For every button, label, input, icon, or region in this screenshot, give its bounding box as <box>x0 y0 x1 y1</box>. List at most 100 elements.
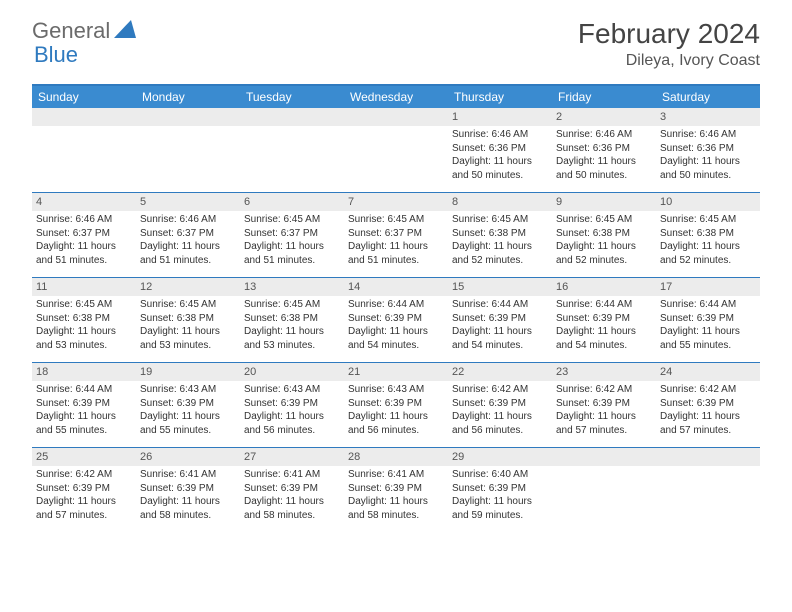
daylight-text: Daylight: 11 hours and 57 minutes. <box>556 410 652 437</box>
day-cell: 23Sunrise: 6:42 AMSunset: 6:39 PMDayligh… <box>552 363 656 447</box>
day-body: Sunrise: 6:45 AMSunset: 6:37 PMDaylight:… <box>240 211 344 271</box>
day-body: Sunrise: 6:45 AMSunset: 6:38 PMDaylight:… <box>240 296 344 356</box>
daylight-text: Daylight: 11 hours and 51 minutes. <box>36 240 132 267</box>
sunrise-text: Sunrise: 6:45 AM <box>348 213 444 227</box>
daylight-text: Daylight: 11 hours and 53 minutes. <box>244 325 340 352</box>
daylight-text: Daylight: 11 hours and 58 minutes. <box>140 495 236 522</box>
day-cell: 18Sunrise: 6:44 AMSunset: 6:39 PMDayligh… <box>32 363 136 447</box>
sunset-text: Sunset: 6:38 PM <box>660 227 756 241</box>
day-body <box>136 126 240 132</box>
month-title: February 2024 <box>578 18 760 50</box>
sunset-text: Sunset: 6:38 PM <box>452 227 548 241</box>
day-number: 29 <box>448 448 552 466</box>
sunset-text: Sunset: 6:37 PM <box>244 227 340 241</box>
day-cell <box>32 108 136 192</box>
day-cell: 1Sunrise: 6:46 AMSunset: 6:36 PMDaylight… <box>448 108 552 192</box>
day-body: Sunrise: 6:42 AMSunset: 6:39 PMDaylight:… <box>656 381 760 441</box>
sunrise-text: Sunrise: 6:41 AM <box>244 468 340 482</box>
day-number: 13 <box>240 278 344 296</box>
day-number <box>552 448 656 466</box>
day-body: Sunrise: 6:44 AMSunset: 6:39 PMDaylight:… <box>32 381 136 441</box>
sunrise-text: Sunrise: 6:45 AM <box>452 213 548 227</box>
calendar: Sunday Monday Tuesday Wednesday Thursday… <box>32 84 760 532</box>
day-body <box>240 126 344 132</box>
day-number: 23 <box>552 363 656 381</box>
daylight-text: Daylight: 11 hours and 54 minutes. <box>452 325 548 352</box>
day-header-saturday: Saturday <box>656 86 760 108</box>
day-cell: 28Sunrise: 6:41 AMSunset: 6:39 PMDayligh… <box>344 448 448 532</box>
day-body: Sunrise: 6:42 AMSunset: 6:39 PMDaylight:… <box>552 381 656 441</box>
day-body: Sunrise: 6:46 AMSunset: 6:37 PMDaylight:… <box>136 211 240 271</box>
day-number: 11 <box>32 278 136 296</box>
day-cell: 26Sunrise: 6:41 AMSunset: 6:39 PMDayligh… <box>136 448 240 532</box>
sunset-text: Sunset: 6:39 PM <box>36 397 132 411</box>
day-body: Sunrise: 6:46 AMSunset: 6:36 PMDaylight:… <box>448 126 552 186</box>
day-header-monday: Monday <box>136 86 240 108</box>
daylight-text: Daylight: 11 hours and 54 minutes. <box>348 325 444 352</box>
day-body: Sunrise: 6:46 AMSunset: 6:36 PMDaylight:… <box>552 126 656 186</box>
week-row: 25Sunrise: 6:42 AMSunset: 6:39 PMDayligh… <box>32 447 760 532</box>
sunrise-text: Sunrise: 6:41 AM <box>348 468 444 482</box>
sunset-text: Sunset: 6:36 PM <box>452 142 548 156</box>
logo: General <box>32 18 138 44</box>
logo-blue-row: Blue <box>34 42 78 68</box>
day-cell: 13Sunrise: 6:45 AMSunset: 6:38 PMDayligh… <box>240 278 344 362</box>
day-number: 27 <box>240 448 344 466</box>
day-cell: 19Sunrise: 6:43 AMSunset: 6:39 PMDayligh… <box>136 363 240 447</box>
day-body: Sunrise: 6:46 AMSunset: 6:37 PMDaylight:… <box>32 211 136 271</box>
day-number: 8 <box>448 193 552 211</box>
day-number: 19 <box>136 363 240 381</box>
day-body: Sunrise: 6:45 AMSunset: 6:38 PMDaylight:… <box>656 211 760 271</box>
day-number: 28 <box>344 448 448 466</box>
sunset-text: Sunset: 6:38 PM <box>36 312 132 326</box>
day-cell: 17Sunrise: 6:44 AMSunset: 6:39 PMDayligh… <box>656 278 760 362</box>
day-number: 26 <box>136 448 240 466</box>
sunrise-text: Sunrise: 6:40 AM <box>452 468 548 482</box>
day-body: Sunrise: 6:45 AMSunset: 6:38 PMDaylight:… <box>32 296 136 356</box>
day-number: 6 <box>240 193 344 211</box>
day-cell: 11Sunrise: 6:45 AMSunset: 6:38 PMDayligh… <box>32 278 136 362</box>
sunrise-text: Sunrise: 6:43 AM <box>348 383 444 397</box>
day-headers: Sunday Monday Tuesday Wednesday Thursday… <box>32 86 760 108</box>
sunrise-text: Sunrise: 6:46 AM <box>660 128 756 142</box>
day-header-tuesday: Tuesday <box>240 86 344 108</box>
sunrise-text: Sunrise: 6:46 AM <box>452 128 548 142</box>
day-number <box>656 448 760 466</box>
sunset-text: Sunset: 6:39 PM <box>140 397 236 411</box>
day-body: Sunrise: 6:42 AMSunset: 6:39 PMDaylight:… <box>448 381 552 441</box>
day-body: Sunrise: 6:43 AMSunset: 6:39 PMDaylight:… <box>136 381 240 441</box>
sunset-text: Sunset: 6:37 PM <box>140 227 236 241</box>
day-number: 2 <box>552 108 656 126</box>
weeks-container: 1Sunrise: 6:46 AMSunset: 6:36 PMDaylight… <box>32 108 760 532</box>
day-body: Sunrise: 6:43 AMSunset: 6:39 PMDaylight:… <box>344 381 448 441</box>
sunrise-text: Sunrise: 6:44 AM <box>348 298 444 312</box>
day-body: Sunrise: 6:44 AMSunset: 6:39 PMDaylight:… <box>448 296 552 356</box>
day-cell: 21Sunrise: 6:43 AMSunset: 6:39 PMDayligh… <box>344 363 448 447</box>
day-cell: 16Sunrise: 6:44 AMSunset: 6:39 PMDayligh… <box>552 278 656 362</box>
day-number: 16 <box>552 278 656 296</box>
day-body: Sunrise: 6:46 AMSunset: 6:36 PMDaylight:… <box>656 126 760 186</box>
sunrise-text: Sunrise: 6:46 AM <box>140 213 236 227</box>
sunset-text: Sunset: 6:39 PM <box>348 482 444 496</box>
daylight-text: Daylight: 11 hours and 58 minutes. <box>244 495 340 522</box>
day-number: 10 <box>656 193 760 211</box>
sunset-text: Sunset: 6:39 PM <box>244 397 340 411</box>
day-cell <box>656 448 760 532</box>
day-number: 25 <box>32 448 136 466</box>
sunrise-text: Sunrise: 6:45 AM <box>660 213 756 227</box>
sunset-text: Sunset: 6:37 PM <box>348 227 444 241</box>
title-block: February 2024 Dileya, Ivory Coast <box>578 18 760 70</box>
daylight-text: Daylight: 11 hours and 54 minutes. <box>556 325 652 352</box>
sunset-text: Sunset: 6:39 PM <box>452 482 548 496</box>
day-header-friday: Friday <box>552 86 656 108</box>
day-cell: 7Sunrise: 6:45 AMSunset: 6:37 PMDaylight… <box>344 193 448 277</box>
day-header-sunday: Sunday <box>32 86 136 108</box>
sunrise-text: Sunrise: 6:44 AM <box>452 298 548 312</box>
day-body: Sunrise: 6:44 AMSunset: 6:39 PMDaylight:… <box>344 296 448 356</box>
sunrise-text: Sunrise: 6:42 AM <box>556 383 652 397</box>
daylight-text: Daylight: 11 hours and 55 minutes. <box>36 410 132 437</box>
day-cell: 4Sunrise: 6:46 AMSunset: 6:37 PMDaylight… <box>32 193 136 277</box>
daylight-text: Daylight: 11 hours and 52 minutes. <box>452 240 548 267</box>
day-cell: 2Sunrise: 6:46 AMSunset: 6:36 PMDaylight… <box>552 108 656 192</box>
day-cell: 15Sunrise: 6:44 AMSunset: 6:39 PMDayligh… <box>448 278 552 362</box>
